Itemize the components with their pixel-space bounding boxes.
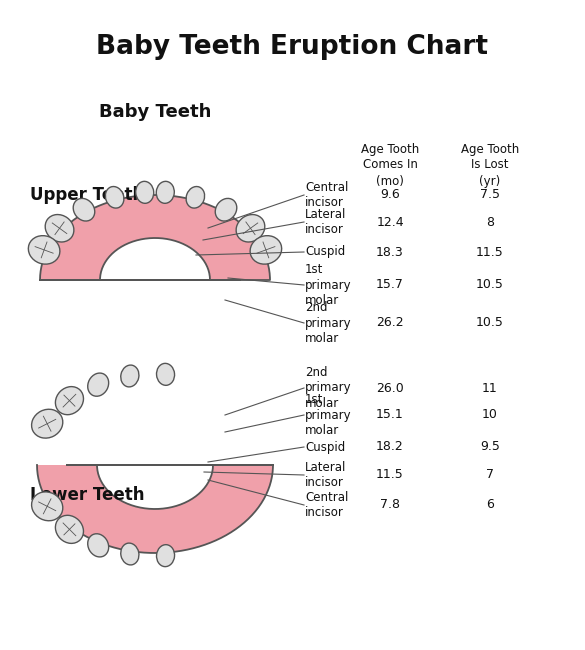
- Ellipse shape: [121, 365, 139, 387]
- Text: Cuspid: Cuspid: [305, 441, 345, 454]
- Ellipse shape: [121, 543, 139, 565]
- Text: Lateral
incisor: Lateral incisor: [305, 461, 346, 489]
- Text: 10.5: 10.5: [476, 278, 504, 291]
- Ellipse shape: [156, 181, 174, 203]
- Text: 18.2: 18.2: [376, 441, 404, 454]
- Ellipse shape: [186, 187, 205, 208]
- Text: 7.5: 7.5: [480, 188, 500, 202]
- Text: 11: 11: [482, 382, 498, 395]
- Ellipse shape: [88, 534, 109, 557]
- Text: Lateral
incisor: Lateral incisor: [305, 208, 346, 236]
- Text: 8: 8: [486, 216, 494, 229]
- Text: 7: 7: [486, 469, 494, 482]
- Text: 7.8: 7.8: [380, 499, 400, 512]
- Ellipse shape: [45, 214, 74, 242]
- Ellipse shape: [56, 387, 84, 415]
- Text: 10: 10: [482, 408, 498, 421]
- Text: 2nd
primary
molar: 2nd primary molar: [305, 366, 352, 410]
- Text: 11.5: 11.5: [376, 469, 404, 482]
- Ellipse shape: [28, 236, 60, 264]
- Ellipse shape: [157, 363, 174, 385]
- Ellipse shape: [32, 410, 63, 438]
- Text: 1st
primary
molar: 1st primary molar: [305, 393, 352, 437]
- Text: Baby Teeth: Baby Teeth: [99, 103, 211, 121]
- Text: 26.0: 26.0: [376, 382, 404, 395]
- Text: 1st
primary
molar: 1st primary molar: [305, 263, 352, 307]
- Ellipse shape: [215, 198, 237, 221]
- Text: Age Tooth
Is Lost
(yr): Age Tooth Is Lost (yr): [461, 142, 519, 187]
- Text: Central
incisor: Central incisor: [305, 181, 349, 209]
- Text: 9.5: 9.5: [480, 441, 500, 454]
- Text: 26.2: 26.2: [376, 317, 404, 330]
- Text: 2nd
primary
molar: 2nd primary molar: [305, 301, 352, 345]
- Text: 9.6: 9.6: [380, 188, 400, 202]
- Text: 15.7: 15.7: [376, 278, 404, 291]
- Text: Upper Teeth: Upper Teeth: [30, 186, 144, 204]
- Ellipse shape: [32, 492, 63, 521]
- Ellipse shape: [236, 214, 265, 242]
- Polygon shape: [40, 195, 270, 280]
- Text: 11.5: 11.5: [476, 246, 504, 259]
- Ellipse shape: [105, 187, 124, 208]
- Text: Lower Teeth: Lower Teeth: [30, 486, 144, 504]
- Text: Baby Teeth Eruption Chart: Baby Teeth Eruption Chart: [96, 34, 488, 60]
- Text: Central
incisor: Central incisor: [305, 491, 349, 519]
- Text: 15.1: 15.1: [376, 408, 404, 421]
- Ellipse shape: [56, 515, 84, 543]
- Ellipse shape: [73, 198, 95, 221]
- Text: 6: 6: [486, 499, 494, 512]
- Polygon shape: [37, 465, 273, 553]
- Text: 12.4: 12.4: [376, 216, 404, 229]
- Text: 10.5: 10.5: [476, 317, 504, 330]
- Text: Cuspid: Cuspid: [305, 246, 345, 259]
- Ellipse shape: [136, 181, 154, 203]
- Ellipse shape: [157, 545, 174, 567]
- Text: 18.3: 18.3: [376, 246, 404, 259]
- Ellipse shape: [250, 236, 281, 264]
- Ellipse shape: [88, 373, 109, 396]
- Text: Age Tooth
Comes In
(mo): Age Tooth Comes In (mo): [361, 142, 419, 187]
